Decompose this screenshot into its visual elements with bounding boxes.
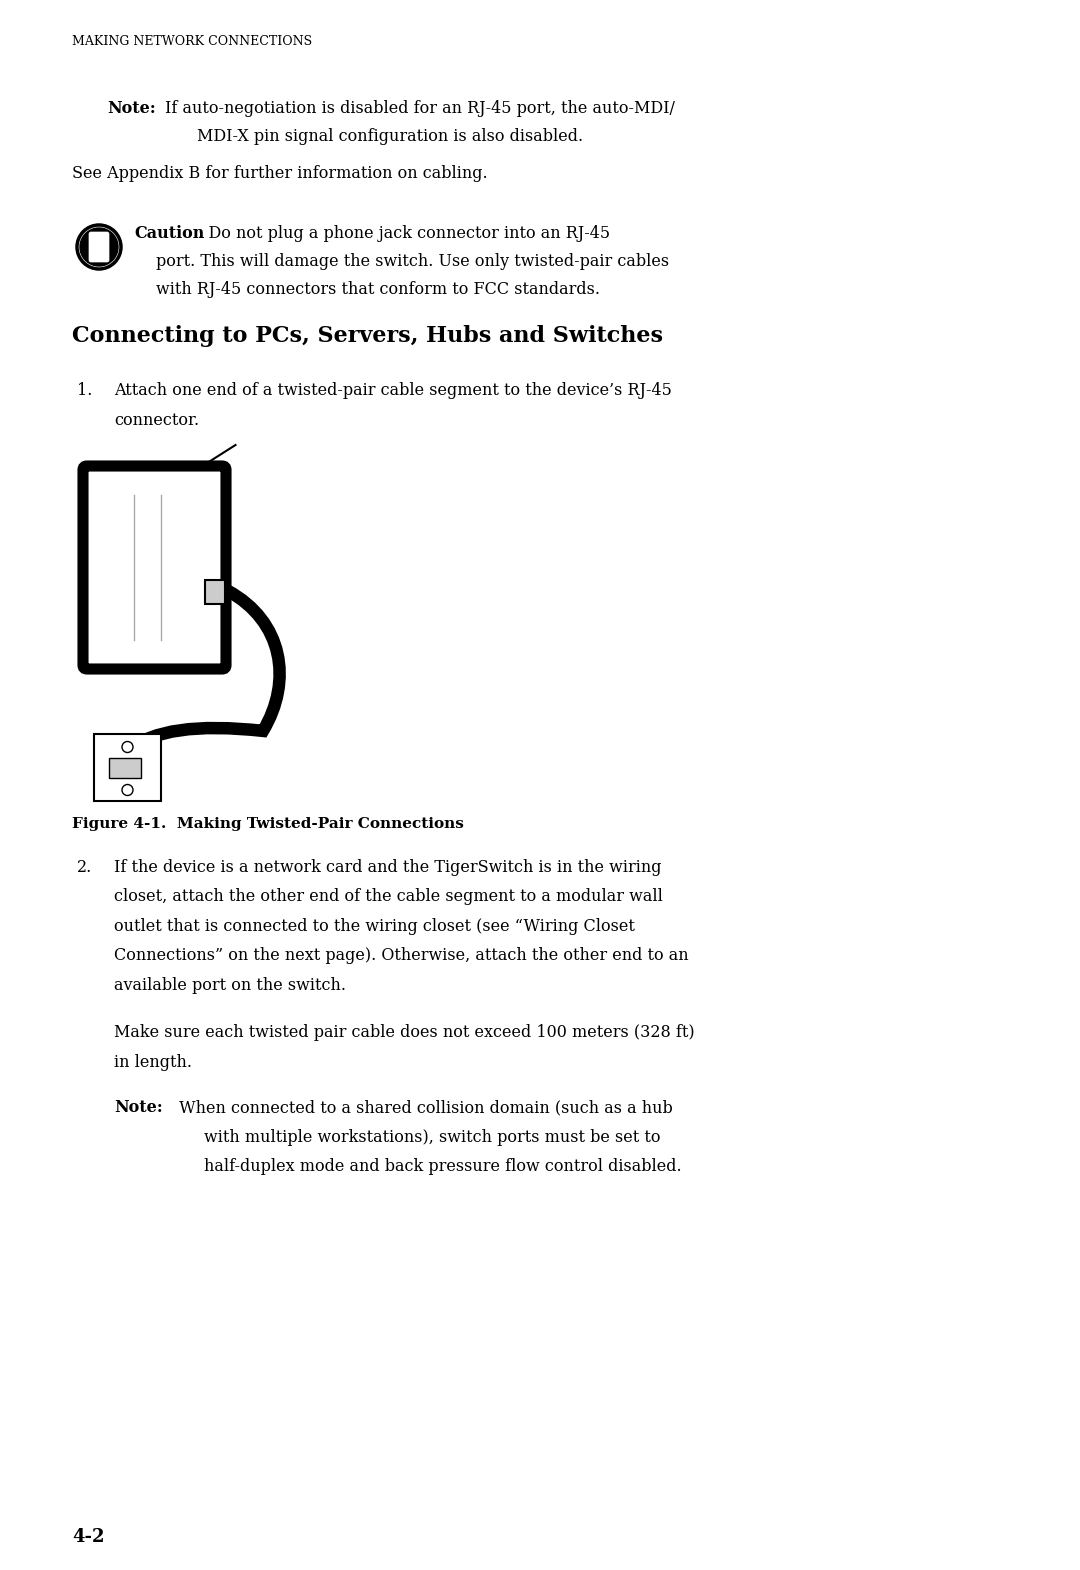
Circle shape xyxy=(122,785,133,796)
Text: half-duplex mode and back pressure flow control disabled.: half-duplex mode and back pressure flow … xyxy=(204,1159,681,1176)
FancyBboxPatch shape xyxy=(94,735,161,801)
Text: 4-2: 4-2 xyxy=(72,1528,105,1546)
Text: If auto-negotiation is disabled for an RJ-45 port, the auto-MDI/: If auto-negotiation is disabled for an R… xyxy=(165,100,675,118)
Text: connector.: connector. xyxy=(114,411,199,429)
Text: MDI-X pin signal configuration is also disabled.: MDI-X pin signal configuration is also d… xyxy=(197,129,583,144)
Text: port. This will damage the switch. Use only twisted-pair cables: port. This will damage the switch. Use o… xyxy=(156,253,670,270)
Text: with multiple workstations), switch ports must be set to: with multiple workstations), switch port… xyxy=(204,1129,661,1146)
Text: closet, attach the other end of the cable segment to a modular wall: closet, attach the other end of the cabl… xyxy=(114,889,663,906)
FancyBboxPatch shape xyxy=(109,758,141,779)
Text: Attach one end of a twisted-pair cable segment to the device’s RJ-45: Attach one end of a twisted-pair cable s… xyxy=(114,382,672,399)
Text: Connecting to PCs, Servers, Hubs and Switches: Connecting to PCs, Servers, Hubs and Swi… xyxy=(72,325,663,347)
Text: in length.: in length. xyxy=(114,1053,192,1071)
Text: available port on the switch.: available port on the switch. xyxy=(114,977,346,994)
Text: See Appendix B for further information on cabling.: See Appendix B for further information o… xyxy=(72,165,488,182)
Text: Caution: Caution xyxy=(134,225,204,242)
Text: Make sure each twisted pair cable does not exceed 100 meters (328 ft): Make sure each twisted pair cable does n… xyxy=(114,1025,694,1041)
Text: If the device is a network card and the TigerSwitch is in the wiring: If the device is a network card and the … xyxy=(114,859,661,876)
Text: with RJ-45 connectors that conform to FCC standards.: with RJ-45 connectors that conform to FC… xyxy=(156,281,600,298)
Text: 1.: 1. xyxy=(77,382,93,399)
FancyBboxPatch shape xyxy=(83,466,226,669)
Text: outlet that is connected to the wiring closet (see “Wiring Closet: outlet that is connected to the wiring c… xyxy=(114,918,635,936)
FancyBboxPatch shape xyxy=(89,232,109,262)
Text: Figure 4-1.  Making Twisted-Pair Connections: Figure 4-1. Making Twisted-Pair Connecti… xyxy=(72,816,464,831)
Circle shape xyxy=(122,741,133,752)
Text: 2.: 2. xyxy=(77,859,92,876)
Text: Note:: Note: xyxy=(114,1099,163,1116)
Text: : Do not plug a phone jack connector into an RJ-45: : Do not plug a phone jack connector int… xyxy=(199,225,610,242)
Text: Note:: Note: xyxy=(107,100,156,118)
Text: Connections” on the next page). Otherwise, attach the other end to an: Connections” on the next page). Otherwis… xyxy=(114,948,689,964)
Text: When connected to a shared collision domain (such as a hub: When connected to a shared collision dom… xyxy=(174,1099,673,1116)
FancyBboxPatch shape xyxy=(205,579,225,604)
Text: MAKING NETWORK CONNECTIONS: MAKING NETWORK CONNECTIONS xyxy=(72,35,312,49)
Circle shape xyxy=(80,228,118,265)
